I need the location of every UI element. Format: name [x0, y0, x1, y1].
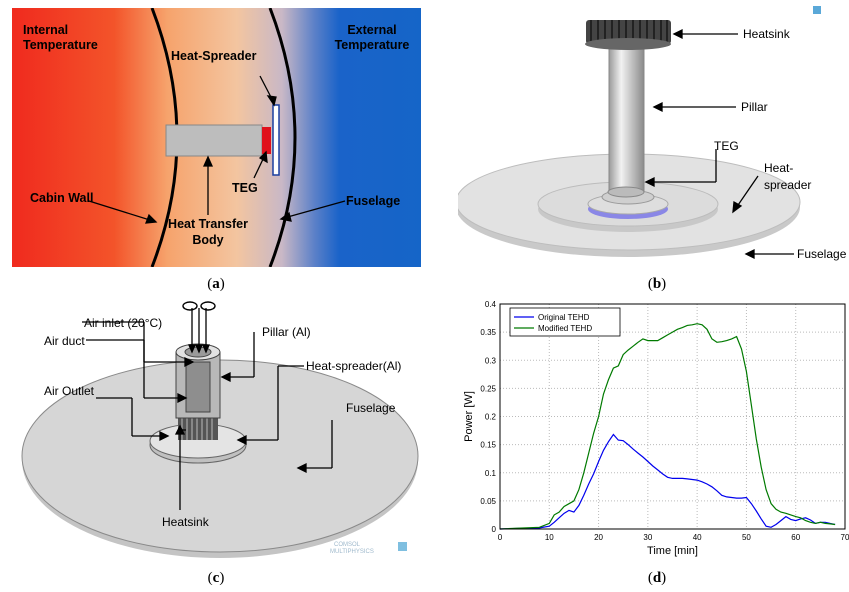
y-tick-label: 0.2: [485, 413, 497, 422]
y-tick-label: 0.4: [485, 300, 497, 309]
panel-a-diagram: Internal Temperature External Temperatur…: [12, 7, 421, 268]
caption-d: (d): [647, 570, 667, 586]
x-tick-label: 40: [693, 533, 702, 542]
x-tick-label: 0: [498, 533, 503, 542]
teg-label: TEG: [232, 181, 258, 195]
panel-c-diagram: Air inlet (20°C) Air duct Pillar (Al) He…: [21, 301, 419, 558]
heat-spreader-label-b: Heat-: [764, 161, 793, 175]
svg-text:MULTIPHYSICS: MULTIPHYSICS: [330, 549, 374, 555]
internal-temperature-label: Internal: [23, 23, 68, 37]
fuselage-curve: [268, 7, 297, 268]
fuselage-label-b: Fuselage: [797, 247, 847, 261]
svg-text:COMSOL: COMSOL: [334, 542, 361, 548]
y-tick-label: 0: [492, 525, 497, 534]
heat-spreader-label: Heat-Spreader: [171, 49, 257, 63]
legend-label: Original TEHD: [538, 313, 590, 322]
heat-spreader-label-c: Heat-spreader(Al): [306, 359, 401, 373]
air-duct-label: Air duct: [44, 334, 85, 348]
heatsink: [586, 20, 671, 44]
air-inlet-label: Air inlet (20°C): [84, 316, 162, 330]
teg-label-b: TEG: [714, 139, 739, 153]
y-tick-label: 0.05: [480, 497, 496, 506]
svg-text:spreader: spreader: [764, 178, 811, 192]
x-tick-label: 10: [545, 533, 554, 542]
chart-lines: [499, 323, 836, 530]
arrow-cabin-wall: [88, 200, 154, 222]
x-tick-label: 20: [594, 533, 603, 542]
y-tick-label: 0.15: [480, 441, 496, 450]
svg-text:Body: Body: [192, 233, 223, 247]
x-tick-label: 70: [841, 533, 849, 542]
chart-legend: Original TEHD Modified TEHD: [509, 307, 621, 337]
x-tick-label: 60: [791, 533, 800, 542]
svg-text:Temperature: Temperature: [335, 38, 410, 52]
air-duct-c: [185, 361, 211, 413]
comsol-watermark: COMSOL MULTIPHYSICS: [330, 542, 374, 555]
y-axis-label: Power [W]: [463, 391, 475, 442]
cabin-wall-label: Cabin Wall: [30, 191, 93, 205]
y-tick-label: 0.35: [480, 328, 496, 337]
series-line-2: [499, 323, 836, 530]
corner-mark: [813, 6, 821, 14]
legend-box: [509, 307, 621, 337]
y-tick-label: 0.25: [480, 384, 496, 393]
heat-transfer-body: [165, 124, 263, 157]
power-time-chart: 0 10 20 30 40 50 60 70 0 0.05 0.1 0.15 0.2 0.25 0.3 0.3…: [463, 300, 849, 557]
chart-ticks: 0 10 20 30 40 50 60 70 0 0.05 0.1 0.15 0.2 0.25 0.3 0.3…: [480, 300, 849, 542]
arrow-fuselage: [283, 200, 346, 219]
caption-c: (c): [207, 570, 225, 586]
legend-label: Modified TEHD: [538, 324, 592, 333]
comsol-logo-icon: [398, 542, 407, 551]
svg-text:Temperature: Temperature: [23, 38, 98, 52]
external-temperature-label: External: [347, 23, 396, 37]
y-tick-label: 0.1: [485, 469, 497, 478]
y-tick-label: 0.3: [485, 356, 497, 365]
pillar: [608, 41, 645, 193]
chart-grid: [499, 303, 846, 530]
panel-d: 0 10 20 30 40 50 60 70 0 0.05 0.1 0.15 0.2 0.25 0.3 0.3…: [462, 296, 849, 562]
panel-c: Air inlet (20°C) Air duct Pillar (Al) He…: [14, 300, 426, 562]
x-axis-label: Time [min]: [647, 545, 698, 557]
teg-block: [262, 127, 271, 154]
plot-frame: [499, 303, 846, 530]
panel-b-diagram: Heatsink Pillar TEG Heat- spreader Fusel…: [455, 6, 847, 261]
caption-a: (a): [207, 276, 225, 292]
caption-b: (b): [647, 276, 667, 292]
heat-transfer-body-label: Heat Transfer: [168, 217, 248, 231]
pillar-label-c: Pillar (Al): [262, 325, 311, 339]
fan-icon: [182, 301, 216, 311]
x-tick-label: 50: [742, 533, 751, 542]
heatsink-label-c: Heatsink: [162, 515, 210, 529]
heatsink-label: Heatsink: [743, 27, 791, 41]
pillar-label: Pillar: [741, 100, 768, 114]
series-line-1: [499, 433, 836, 530]
fuselage-label: Fuselage: [346, 194, 400, 208]
panel-a: Internal Temperature External Temperatur…: [12, 7, 421, 268]
x-tick-label: 30: [643, 533, 652, 542]
fuselage-label-c: Fuselage: [346, 401, 396, 415]
heat-spreader-plate: [272, 104, 280, 176]
air-outlet-label: Air Outlet: [44, 384, 95, 398]
panel-b: Heatsink Pillar TEG Heat- spreader Fusel…: [455, 4, 849, 266]
